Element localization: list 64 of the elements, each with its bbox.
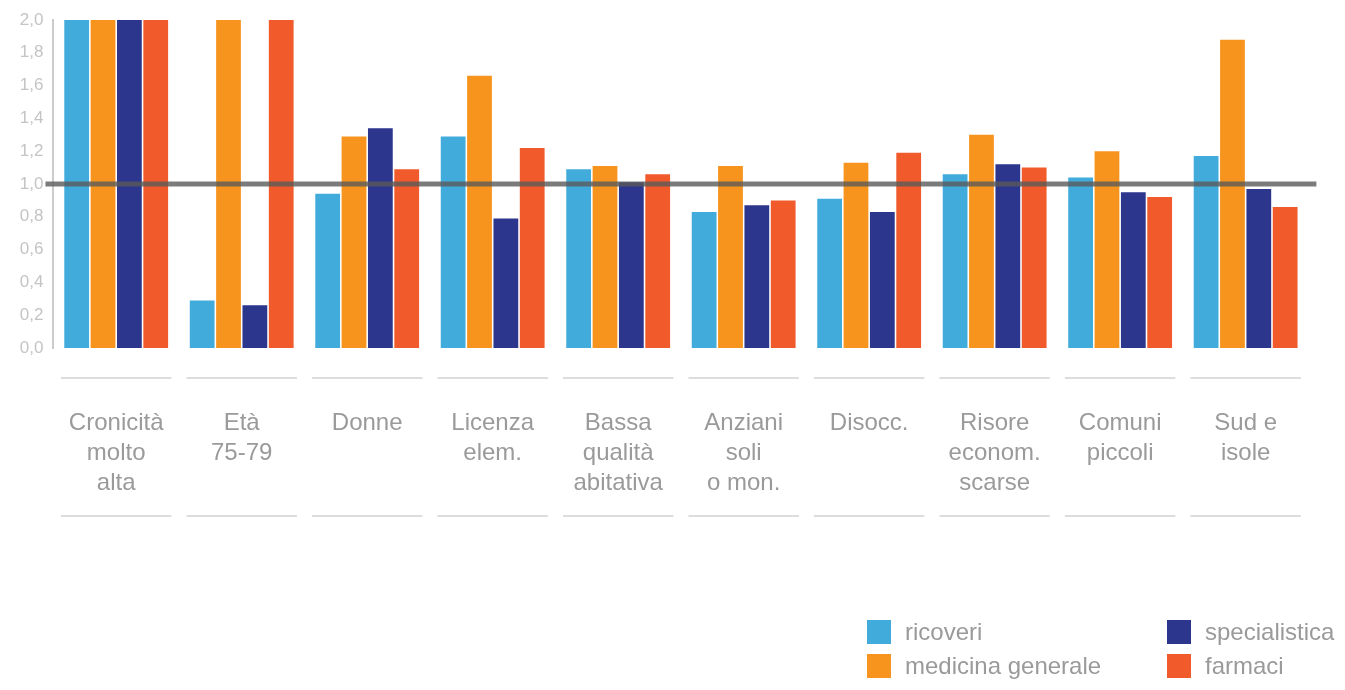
bar (440, 136, 466, 348)
x-tick-label: Sud e isole (1214, 407, 1277, 465)
x-tick-label: Risore econom. scarse (948, 407, 1041, 495)
bar (394, 169, 420, 348)
x-tick-label: Comuni piccoli (1078, 407, 1162, 465)
bar (467, 75, 492, 348)
bar (341, 136, 367, 348)
y-tick-label: 1,4 (19, 108, 44, 128)
bar (64, 20, 90, 348)
bar (896, 152, 922, 348)
y-tick-label: 1,0 (19, 173, 44, 193)
bar (519, 147, 545, 348)
bar (718, 165, 743, 348)
bar (691, 211, 717, 348)
y-tick-label: 1,2 (19, 140, 44, 160)
bar (566, 169, 592, 348)
bar (1246, 188, 1272, 348)
bar (315, 193, 341, 348)
bar (1094, 151, 1120, 348)
bar (242, 305, 268, 348)
y-tick-label: 0,0 (19, 337, 44, 357)
bar (969, 134, 994, 348)
bar (843, 162, 869, 348)
x-tick-label: Disocc. (829, 407, 909, 435)
y-tick-label: 0,6 (19, 239, 44, 259)
bar (1021, 167, 1047, 348)
legend-label: specialistica (1205, 618, 1335, 646)
bar (817, 198, 843, 348)
bar (90, 20, 116, 348)
bar (1068, 177, 1093, 348)
bar (143, 20, 169, 348)
bar (268, 20, 294, 348)
bar (995, 164, 1021, 348)
legend-label: medicina generale (905, 652, 1102, 680)
y-tick-label: 0,2 (19, 304, 44, 324)
bar (493, 218, 519, 348)
bar (744, 205, 770, 348)
bar (1120, 192, 1146, 348)
x-tick-label: Licenza elem. (451, 407, 535, 465)
legend-label: farmaci (1205, 652, 1284, 680)
y-tick-label: 1,8 (19, 42, 44, 62)
bar (942, 174, 968, 348)
bar (1193, 156, 1219, 348)
bar (869, 211, 895, 348)
y-tick-label: 0,8 (19, 206, 44, 226)
bar (216, 20, 241, 348)
x-tick-label: Bassa qualità abitativa (573, 407, 664, 495)
bar (1220, 39, 1245, 348)
bar (367, 128, 393, 348)
bar (645, 174, 671, 348)
bar (116, 20, 142, 348)
x-tick-label: Donne (331, 407, 403, 435)
bar (1147, 197, 1173, 348)
legend-label: ricoveri (905, 618, 983, 646)
bar (1272, 206, 1298, 348)
x-tick-label: Età 75-79 (211, 407, 273, 465)
x-tick-label: Cronicità molto alta (68, 407, 165, 495)
y-tick-label: 0,4 (19, 272, 44, 292)
y-tick-label: 2,0 (19, 9, 44, 29)
y-tick-label: 1,6 (19, 75, 44, 95)
bar (592, 165, 618, 348)
x-tick-label: Anziani soli o mon. (704, 407, 784, 495)
bar (189, 300, 215, 348)
bar (770, 200, 796, 348)
